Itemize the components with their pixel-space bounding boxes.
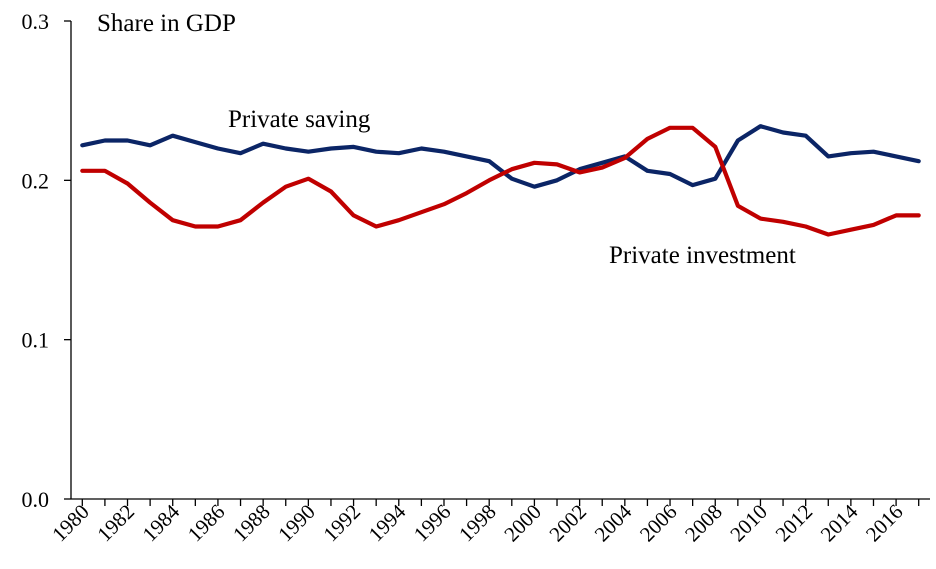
series-lines: [80, 124, 921, 237]
series-label-private-investment: Private investment: [609, 242, 796, 269]
x-tick-label: 2006: [635, 500, 682, 547]
x-tick-label: 2012: [771, 500, 818, 547]
y-tick-label: 0.3: [22, 9, 50, 34]
x-tick-label: 2000: [499, 500, 546, 547]
y-tick-label: 0.2: [22, 168, 50, 193]
axes: [70, 21, 930, 500]
x-tick-label: 2002: [544, 500, 591, 547]
y-ticks: 0.0 0.1 0.2 0.3: [22, 9, 71, 512]
series-line-private-investment: [80, 125, 921, 237]
x-ticks: 1980198219841986198819901992199419961998…: [47, 499, 920, 547]
series-line-private-saving: [80, 124, 921, 189]
x-tick-label: 1980: [47, 500, 94, 547]
x-tick-label: 2014: [816, 499, 863, 546]
x-tick-label: 2016: [861, 500, 908, 547]
x-tick-label: 2010: [725, 500, 772, 547]
x-tick-label: 2004: [590, 499, 637, 546]
x-tick-label: 1996: [409, 500, 456, 547]
x-tick-label: 1998: [454, 500, 501, 547]
y-tick-label: 0.0: [22, 487, 50, 512]
x-tick-label: 2008: [680, 500, 727, 547]
series-label-private-saving: Private saving: [228, 106, 371, 133]
x-tick-label: 1986: [183, 500, 230, 547]
x-tick-label: 1984: [138, 499, 185, 546]
y-tick-label: 0.1: [22, 328, 50, 353]
x-tick-label: 1988: [228, 500, 275, 547]
x-tick-label: 1992: [318, 500, 365, 547]
x-tick-label: 1994: [364, 499, 411, 546]
x-tick-label: 1990: [273, 500, 320, 547]
x-tick-label: 1982: [92, 500, 139, 547]
y-axis-title: Share in GDP: [97, 10, 236, 37]
